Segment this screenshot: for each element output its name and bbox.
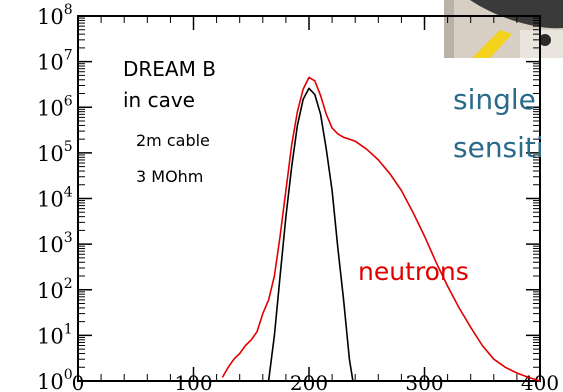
x-tick-label: 400: [521, 371, 559, 392]
annotation-dream-b: DREAM B: [123, 57, 216, 81]
y-tick-label: 105: [37, 139, 73, 166]
x-tick-label: 0: [72, 371, 85, 392]
x-tick-label: 200: [290, 371, 328, 392]
y-tick-label: 100: [37, 367, 73, 392]
y-tick-labels: 100 101 102 103 104 105 106 107 108: [37, 2, 73, 392]
annotation-sensiti: sensiti: [453, 131, 544, 164]
annotation-neutrons: neutrons: [358, 257, 469, 286]
series-line-0: [222, 77, 540, 381]
photo-inset: [444, 0, 563, 58]
y-tick-label: 106: [37, 93, 73, 120]
y-tick-label: 107: [37, 48, 73, 75]
x-tick-label: 100: [174, 371, 212, 392]
annotation-resistance: 3 MOhm: [136, 167, 203, 186]
y-tick-label: 104: [37, 185, 73, 212]
x-tick-label: 300: [405, 371, 443, 392]
y-tick-label: 108: [37, 2, 73, 29]
y-tick-label: 101: [37, 321, 73, 348]
series-line-1: [269, 88, 353, 381]
annotation-in-cave: in cave: [123, 88, 195, 112]
annotation-single: single: [453, 83, 536, 116]
y-tick-label: 102: [37, 276, 73, 303]
series-layer: [222, 77, 540, 381]
annotation-cable: 2m cable: [136, 131, 210, 150]
y-tick-label: 103: [37, 230, 73, 257]
